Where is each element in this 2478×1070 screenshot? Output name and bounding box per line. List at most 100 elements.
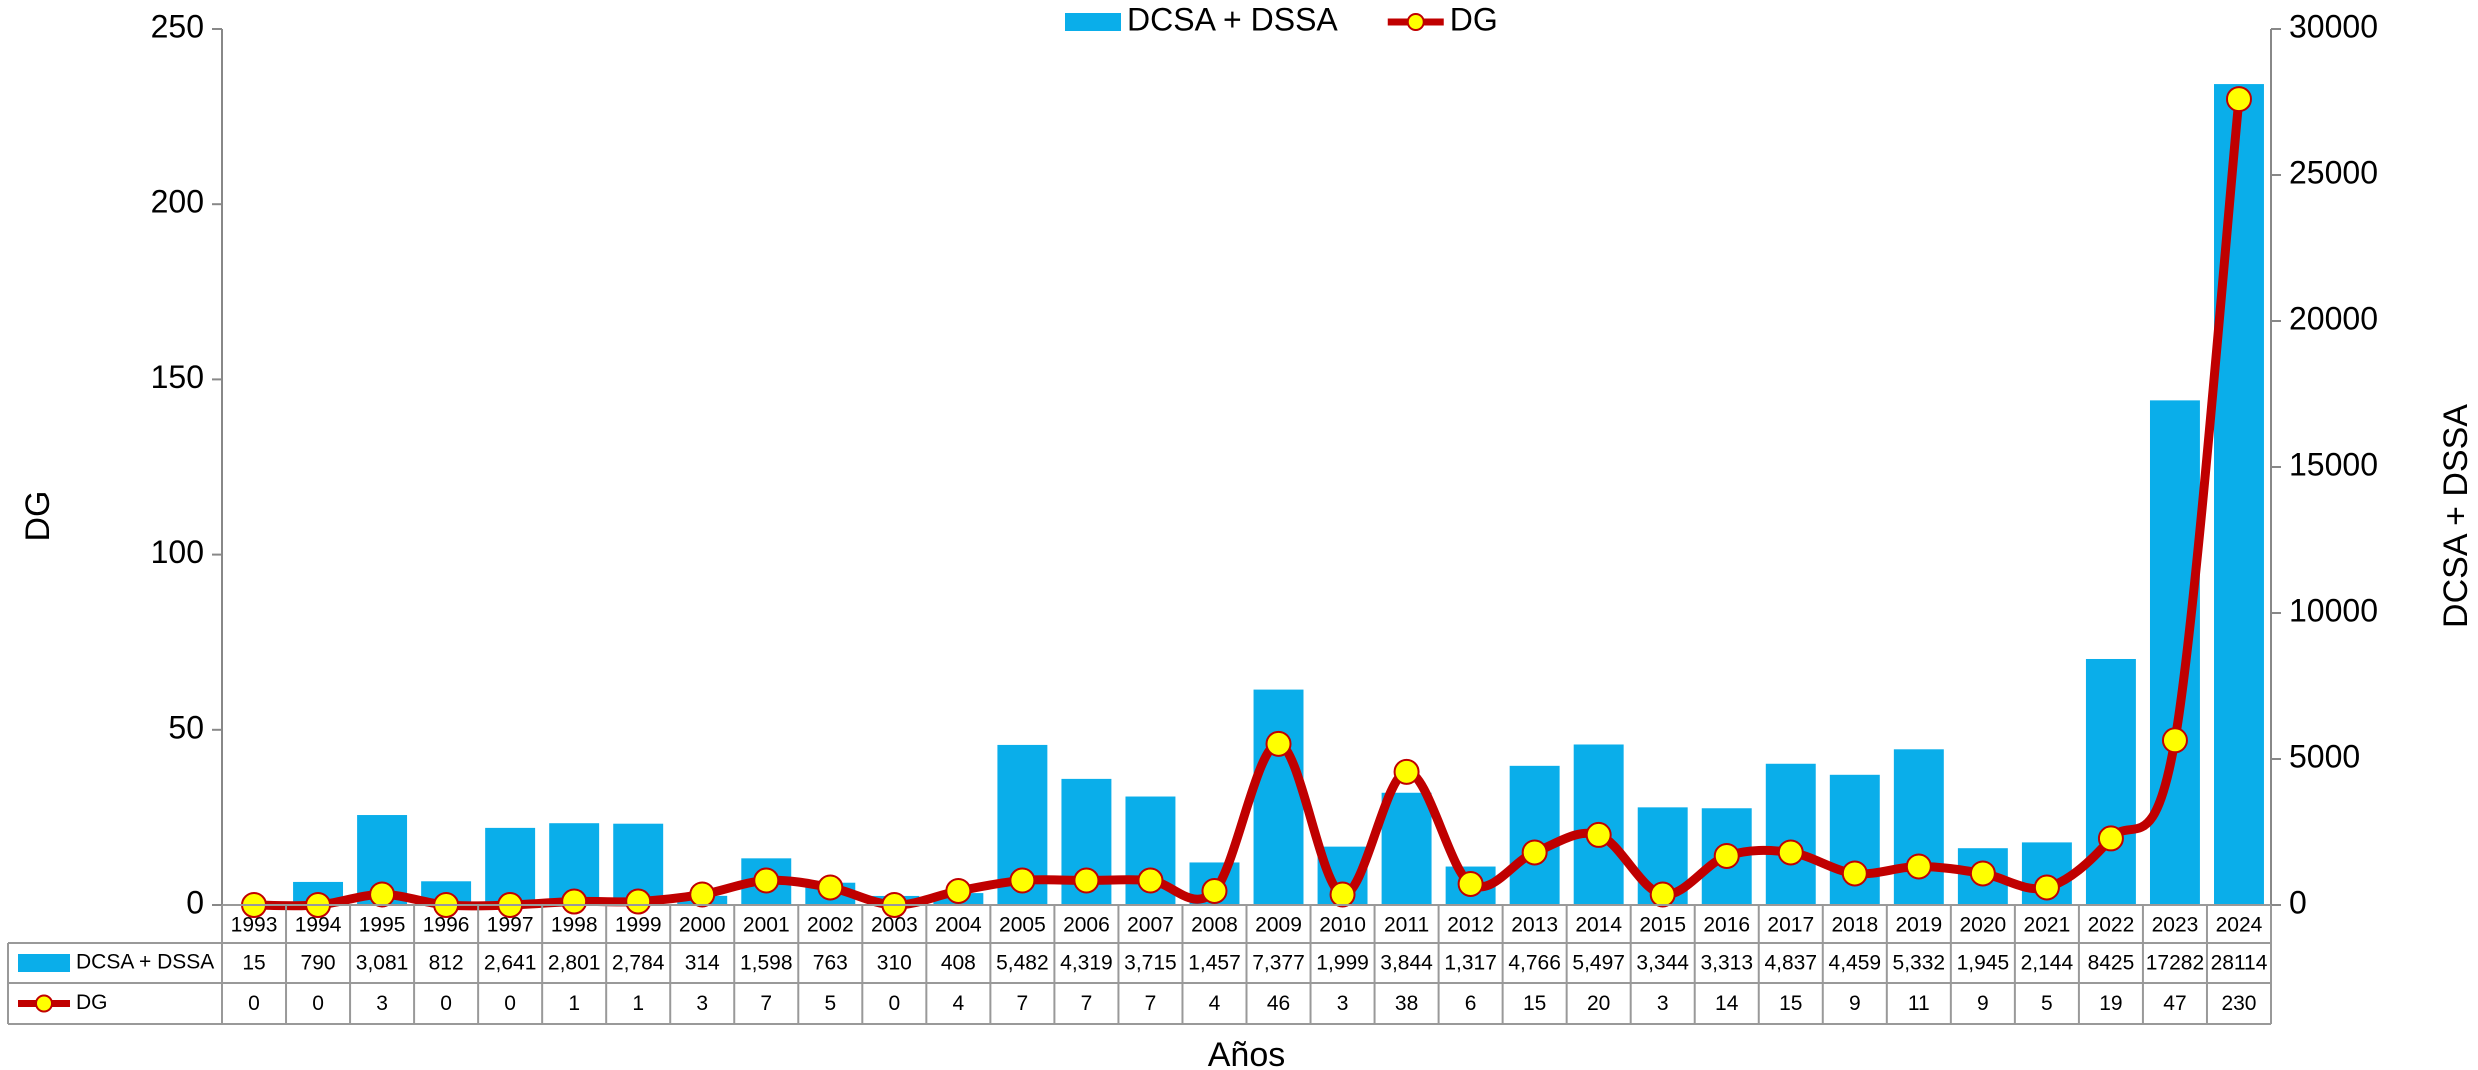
table-cell: 46 [1267,992,1290,1015]
table-cell: 3,313 [1700,952,1753,975]
x-tick-label: 2002 [807,914,854,937]
table-cell: 790 [301,952,336,975]
legend-swatch [1065,13,1121,31]
table-cell: 6 [1465,992,1477,1015]
table-cell: 28114 [2211,952,2268,975]
x-tick-label: 1999 [615,914,662,937]
x-tick-label: 2012 [1447,914,1494,937]
table-cell: 5 [2041,992,2053,1015]
x-tick-label: 2017 [1767,914,1814,937]
bar [2085,658,2136,905]
x-tick-label: 1995 [359,914,406,937]
y-tick-label: 0 [186,884,204,920]
x-tick-label: 2019 [1895,914,1942,937]
table-cell: 3 [1337,992,1349,1015]
table-cell: 7 [1145,992,1157,1015]
table-cell: 5,497 [1572,952,1625,975]
table-cell: 0 [888,992,900,1015]
marker [561,888,588,915]
marker [1969,860,1996,887]
y2-tick-label: 5000 [2289,738,2360,774]
y2-axis-label: DCSA + DSSA [2437,404,2475,628]
bar [2214,84,2264,906]
table-cell: 314 [685,952,720,975]
table-cell: 5,332 [1893,952,1946,975]
y2-tick-label: 20000 [2289,300,2378,336]
x-tick-label: 2007 [1127,914,1174,937]
table-cell: 3 [696,992,708,1015]
table-cell: 230 [2221,992,2256,1015]
marker [1905,853,1932,880]
table-cell: 9 [1849,992,1861,1015]
marker [1009,867,1036,894]
x-tick-label: 1998 [551,914,598,937]
x-tick-label: 2022 [2088,914,2135,937]
table-cell: 763 [813,952,848,975]
table-cell: 3,844 [1380,952,1433,975]
marker [753,867,780,894]
table-cell: 0 [312,992,324,1015]
y2-tick-label: 30000 [2289,8,2378,44]
x-tick-label: 2023 [2152,914,2199,937]
table-cell: 1 [568,992,580,1015]
bar [1509,765,1560,905]
marker [2097,825,2124,852]
table-cell: 7,377 [1252,952,1305,975]
table-cell: 1,457 [1188,952,1241,975]
table-cell: 1,317 [1444,952,1497,975]
table-cell: 0 [440,992,452,1015]
table-cell: 19 [2099,992,2122,1015]
y2-tick-label: 10000 [2289,592,2378,628]
bar [1381,792,1432,905]
x-tick-label: 1994 [295,914,342,937]
table-cell: 14 [1715,992,1739,1015]
table-cell: 2,801 [548,952,601,975]
table-cell: 4 [953,992,965,1015]
marker [1137,867,1164,894]
x-tick-label: 2008 [1191,914,1238,937]
x-tick-label: 2015 [1639,914,1686,937]
y2-tick-label: 15000 [2289,446,2378,482]
x-tick-label: 2024 [2216,914,2263,937]
marker [2225,86,2252,113]
marker [1713,842,1740,869]
x-tick-label: 2001 [743,914,790,937]
bar [1253,689,1304,905]
table-cell: 7 [760,992,772,1015]
x-tick-label: 2020 [1960,914,2007,937]
x-tick-label: 1996 [423,914,470,937]
marker [689,881,716,908]
y-tick-label: 50 [168,709,204,745]
legend-swatch [18,954,70,972]
marker [1329,881,1356,908]
marker [625,888,652,915]
table-cell: 4,459 [1829,952,1882,975]
x-tick-label: 2011 [1384,914,1429,937]
marker [1841,860,1868,887]
table-cell: 2,641 [484,952,537,975]
table-cell: 7 [1081,992,1093,1015]
y-axis-label: DG [19,491,57,542]
x-tick-label: 2006 [1063,914,1110,937]
x-tick-label: 2016 [1703,914,1750,937]
bar [2149,400,2200,905]
table-cell: 15 [1779,992,1802,1015]
marker [369,881,396,908]
table-cell: 812 [429,952,464,975]
x-tick-label: 2018 [1831,914,1878,937]
marker [1393,758,1420,785]
bar [1893,749,1944,905]
marker [1585,821,1612,848]
x-axis-label: Años [1208,1036,1286,1070]
x-tick-label: 2000 [679,914,726,937]
table-cell: 4,319 [1060,952,1113,975]
x-tick-label: 1993 [231,914,278,937]
marker [1777,839,1804,866]
x-tick-label: 2009 [1255,914,1302,937]
bar [1765,763,1816,905]
y-tick-label: 250 [151,8,204,44]
x-tick-label: 2004 [935,914,982,937]
x-tick-label: 2005 [999,914,1046,937]
table-cell: 9 [1977,992,1989,1015]
